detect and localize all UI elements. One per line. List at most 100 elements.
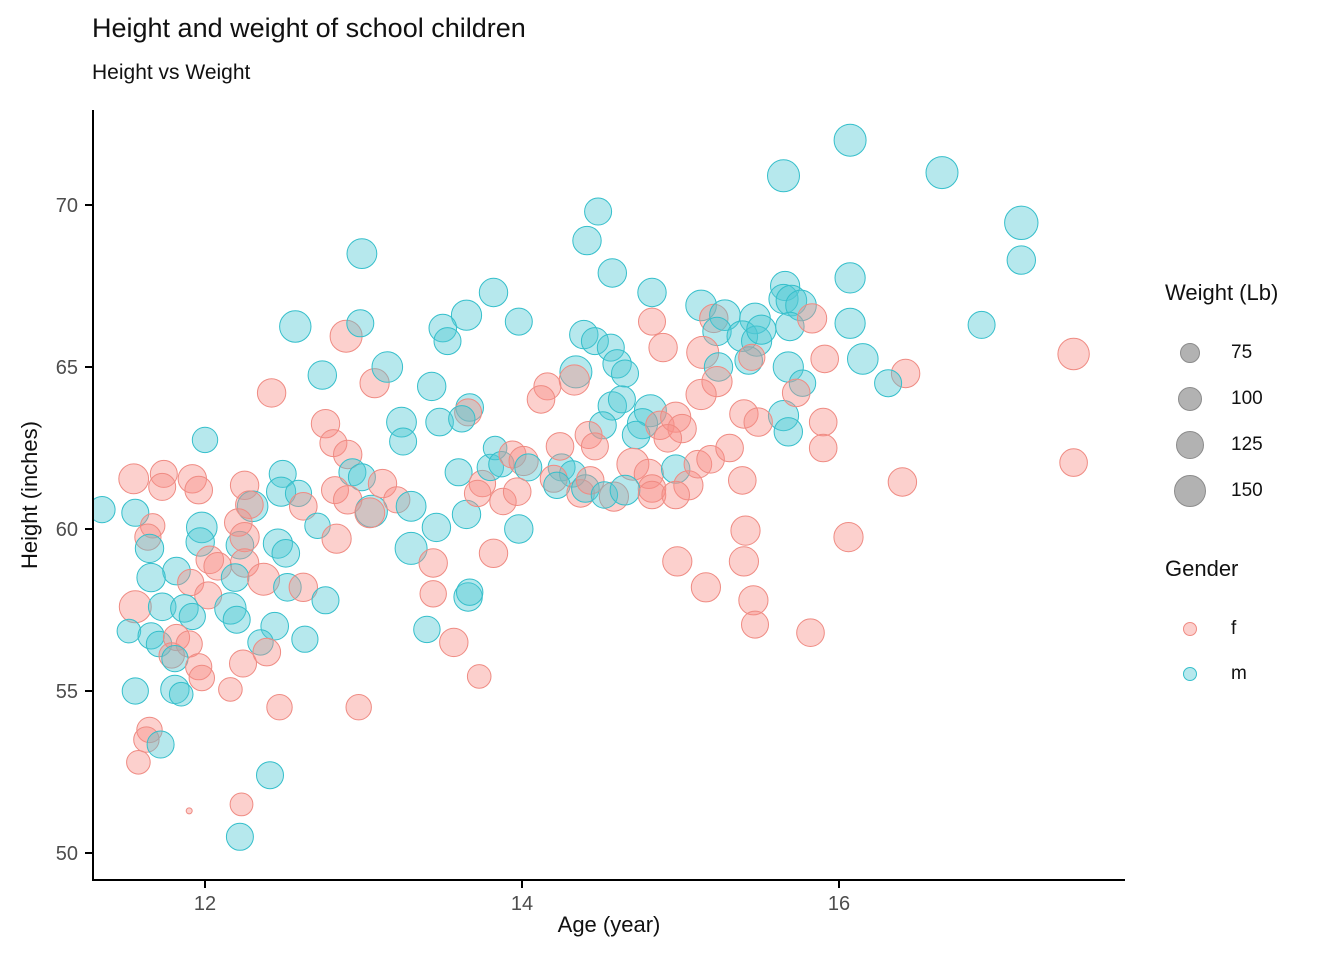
- data-point-m: [609, 474, 641, 506]
- x-tick-label: 16: [828, 893, 850, 915]
- data-point-f: [188, 664, 216, 692]
- data-point-m: [225, 822, 254, 851]
- data-point-m: [168, 681, 194, 707]
- weight-legend-key: 150: [1163, 468, 1278, 514]
- data-point-m: [417, 371, 447, 402]
- data-point-m: [571, 474, 600, 503]
- data-point-f: [808, 433, 838, 463]
- data-point-f: [229, 548, 260, 578]
- data-point-f: [728, 466, 757, 495]
- data-point-m: [146, 730, 175, 759]
- data-point-m: [371, 351, 404, 383]
- data-point-f: [648, 332, 678, 363]
- data-point-m: [185, 527, 215, 557]
- data-point-m: [279, 310, 312, 343]
- data-point-f: [781, 378, 811, 408]
- data-point-m: [225, 530, 255, 560]
- data-point-f: [229, 792, 254, 817]
- data-point-m: [450, 299, 483, 331]
- data-point-f: [701, 366, 733, 398]
- data-point-f: [653, 424, 683, 453]
- data-point-f: [797, 303, 828, 334]
- weight-key-circle: [1178, 387, 1202, 411]
- data-point-m: [178, 602, 206, 631]
- data-point-m: [559, 460, 587, 488]
- gender-legend-title: Gender: [1165, 556, 1239, 581]
- data-point-m: [637, 277, 667, 308]
- data-point-m: [611, 359, 639, 388]
- data-point-f: [256, 378, 287, 408]
- data-point-f: [690, 572, 722, 603]
- data-point-f: [162, 623, 191, 652]
- data-point-f: [645, 410, 675, 440]
- data-point-m: [307, 360, 337, 390]
- data-point-m: [389, 427, 418, 456]
- gender-legend-key: f: [1163, 606, 1247, 651]
- data-point-m: [925, 156, 959, 190]
- data-point-f: [667, 413, 697, 444]
- weight-legend-key: 75: [1163, 330, 1278, 376]
- data-point-m: [338, 458, 367, 487]
- data-point-m: [504, 514, 534, 544]
- data-point-m: [746, 314, 777, 345]
- data-point-f: [185, 807, 193, 815]
- data-point-m: [741, 325, 773, 357]
- data-point-m: [767, 159, 800, 193]
- gender-key-dot-wrap: [1163, 666, 1217, 681]
- data-point-m: [273, 573, 302, 602]
- data-point-m: [514, 453, 543, 482]
- chart-title: Height and weight of school children: [92, 13, 526, 43]
- weight-legend-key: 125: [1163, 422, 1278, 468]
- data-point-m: [346, 238, 378, 270]
- data-point-f: [418, 548, 448, 578]
- weight-size-legend: Weight (Lb) 75 100 125 150: [1163, 280, 1278, 514]
- data-point-m: [476, 453, 504, 482]
- data-point-f: [229, 470, 260, 500]
- gender-key-dot-wrap: [1163, 621, 1217, 636]
- data-point-f: [580, 432, 609, 461]
- data-point-m: [271, 539, 301, 568]
- chart-subtitle: Height vs Weight: [92, 61, 251, 84]
- data-point-f: [478, 538, 509, 568]
- data-point-m: [1004, 205, 1039, 241]
- data-point-f: [367, 468, 398, 499]
- weight-key-label: 100: [1231, 388, 1263, 409]
- data-point-m: [773, 417, 803, 447]
- data-point-m: [543, 471, 571, 499]
- data-point-f: [696, 445, 725, 474]
- data-point-m: [488, 451, 515, 478]
- data-point-f: [796, 618, 825, 648]
- data-point-f: [489, 487, 517, 516]
- data-point-m: [572, 225, 602, 256]
- data-point-f: [118, 463, 150, 495]
- data-point-m: [874, 369, 903, 398]
- data-point-f: [887, 467, 918, 497]
- data-point-f: [728, 546, 760, 577]
- data-point-m: [685, 289, 717, 322]
- data-point-m: [121, 677, 149, 705]
- data-point-f: [738, 343, 766, 371]
- data-point-m: [433, 327, 462, 356]
- data-point-f: [633, 458, 664, 489]
- data-point-f: [1057, 337, 1090, 371]
- data-point-m: [580, 327, 609, 356]
- data-point-m: [607, 385, 636, 414]
- data-point-m: [421, 512, 452, 543]
- data-point-f: [738, 585, 769, 616]
- data-point-f: [333, 439, 363, 470]
- data-point-m: [596, 333, 625, 362]
- data-point-f: [419, 580, 447, 608]
- data-point-m: [834, 262, 866, 294]
- data-point-m: [262, 528, 293, 559]
- weight-key-circle: [1176, 431, 1204, 459]
- weight-legend-key: 100: [1163, 376, 1278, 422]
- data-point-m: [456, 578, 484, 606]
- weight-key-label: 75: [1231, 342, 1253, 363]
- data-point-f: [575, 466, 605, 495]
- data-point-m: [311, 586, 340, 615]
- data-point-m: [559, 355, 593, 389]
- y-tick-label: 60: [56, 519, 78, 541]
- data-point-f: [229, 522, 260, 553]
